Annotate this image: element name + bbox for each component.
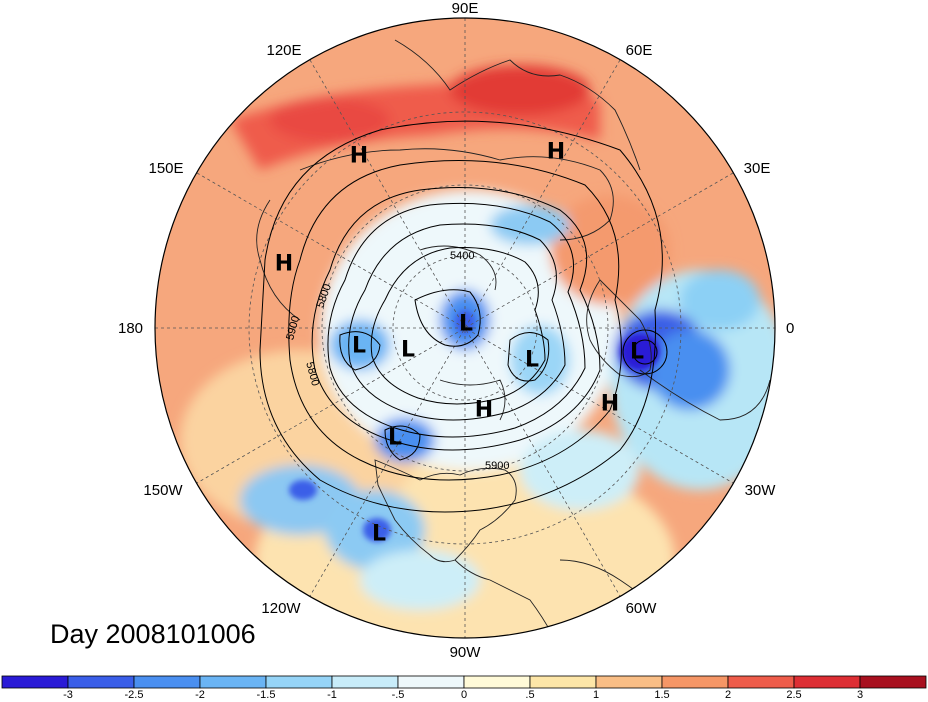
low-pressure-marker: L bbox=[387, 425, 403, 451]
colorbar-swatch bbox=[463, 675, 531, 689]
lon-label-180: 180 bbox=[118, 320, 144, 337]
colorbar-tick-label: -3 bbox=[63, 689, 73, 701]
high-pressure-marker: H bbox=[546, 139, 566, 165]
high-pressure-marker: H bbox=[474, 397, 494, 423]
lon-label-0: 0 bbox=[786, 320, 795, 337]
lon-label-30e: 30E bbox=[743, 160, 771, 177]
colorbar-swatch bbox=[529, 675, 597, 689]
low-pressure-marker: L bbox=[371, 521, 387, 547]
colorbar-tick-label: -2 bbox=[195, 689, 205, 701]
colorbar-swatch bbox=[661, 675, 729, 689]
lon-label-120w: 120W bbox=[261, 600, 301, 617]
high-pressure-marker: H bbox=[349, 143, 369, 169]
colorbar-swatch bbox=[793, 675, 861, 689]
map-title: Day 2008101006 bbox=[50, 619, 256, 649]
low-pressure-marker: L bbox=[458, 311, 474, 337]
colorbar-swatch bbox=[397, 675, 465, 689]
colorbar-tick-label: 1 bbox=[592, 689, 600, 701]
colorbar-tick-label: 1.5 bbox=[654, 689, 670, 701]
low-pressure-marker: L bbox=[400, 337, 416, 363]
colorbar-tick-label: 0 bbox=[460, 689, 468, 701]
lon-label-150w: 150W bbox=[143, 482, 183, 499]
colorbar-tick-label: -1.5 bbox=[256, 689, 276, 701]
low-pressure-marker: L bbox=[351, 333, 367, 359]
lon-label-120e: 120E bbox=[266, 42, 302, 59]
colorbar bbox=[1, 675, 927, 689]
high-pressure-marker: H bbox=[600, 391, 620, 417]
high-pressure-marker: H bbox=[274, 251, 294, 277]
lon-label-150e: 150E bbox=[148, 160, 184, 177]
contour-label: 5900 bbox=[485, 460, 510, 472]
lon-label-60e: 60E bbox=[625, 42, 653, 59]
colorbar-tick-label: 2 bbox=[724, 689, 732, 701]
colorbar-tick-label: 3 bbox=[856, 689, 864, 701]
colorbar-swatch bbox=[133, 675, 201, 689]
colorbar-tick-label: -1 bbox=[327, 689, 337, 701]
lon-label-60w: 60W bbox=[625, 600, 657, 617]
colorbar-swatch bbox=[859, 675, 927, 689]
lon-label-90w: 90W bbox=[449, 644, 481, 661]
lon-label-90e: 90E bbox=[451, 0, 479, 17]
graticule bbox=[155, 18, 775, 638]
colorbar-swatch bbox=[595, 675, 663, 689]
colorbar-tick-label: -2.5 bbox=[124, 689, 144, 701]
colorbar-tick-label: -.5 bbox=[391, 689, 405, 701]
height-contours bbox=[259, 120, 668, 513]
colorbar-swatch bbox=[265, 675, 333, 689]
low-pressure-marker: L bbox=[629, 339, 645, 365]
colorbar-swatch bbox=[331, 675, 399, 689]
contour-label: 5400 bbox=[450, 250, 475, 262]
colorbar-swatch bbox=[1, 675, 69, 689]
coastlines bbox=[256, 39, 771, 638]
lon-label-30w: 30W bbox=[744, 482, 776, 499]
colorbar-tick-label: 2.5 bbox=[786, 689, 802, 701]
colorbar-swatch bbox=[199, 675, 267, 689]
colorbar-tick-label: .5 bbox=[525, 689, 535, 701]
low-pressure-marker: L bbox=[524, 347, 540, 373]
map-border bbox=[154, 17, 776, 639]
colorbar-swatch bbox=[727, 675, 795, 689]
colorbar-swatch bbox=[67, 675, 135, 689]
